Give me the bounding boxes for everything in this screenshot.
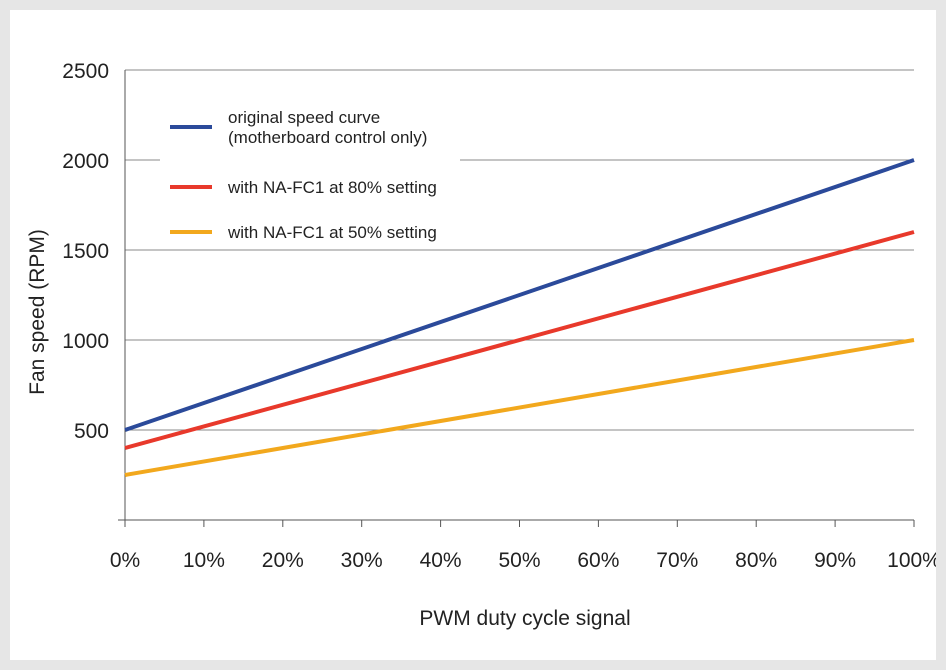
series-line-3 bbox=[124, 338, 915, 477]
x-tick-label: 0% bbox=[110, 549, 140, 572]
legend-label-3: with NA-FC1 at 50% setting bbox=[227, 223, 437, 242]
x-tick-label: 30% bbox=[341, 549, 383, 572]
x-axis-title: PWM duty cycle signal bbox=[419, 607, 630, 630]
axes bbox=[118, 70, 914, 521]
chart-panel: 500 1000 1500 2000 2500 0% 10% 20% 30% 40% 50% 60%… bbox=[10, 10, 936, 660]
y-tick-label: 1500 bbox=[62, 240, 109, 263]
y-tick-label: 2500 bbox=[62, 60, 109, 83]
legend-label-2: with NA-FC1 at 80% setting bbox=[227, 178, 437, 197]
fan-speed-chart: 500 1000 1500 2000 2500 0% 10% 20% 30% 40% 50% 60%… bbox=[26, 60, 936, 630]
x-tick-label: 80% bbox=[735, 549, 777, 572]
legend-background bbox=[160, 110, 460, 246]
y-tick-label: 2000 bbox=[62, 150, 109, 173]
legend: original speed curve (motherboard control… bbox=[170, 108, 437, 242]
x-tick-label: 90% bbox=[814, 549, 856, 572]
y-tick-label: 1000 bbox=[62, 330, 109, 353]
legend-box bbox=[160, 110, 460, 246]
series-line-1 bbox=[124, 158, 915, 432]
series-lines bbox=[124, 158, 915, 477]
x-tick-labels: 0% 10% 20% 30% 40% 50% 60% 70% 80% 90% 100% bbox=[110, 520, 936, 572]
series-line-2 bbox=[124, 230, 915, 450]
x-tick-label: 10% bbox=[183, 549, 225, 572]
x-tick-label: 40% bbox=[420, 549, 462, 572]
legend-label-1: original speed curve (motherboard control… bbox=[228, 108, 427, 147]
x-tick-label: 100% bbox=[887, 549, 936, 572]
y-tick-labels: 500 1000 1500 2000 2500 bbox=[62, 60, 109, 443]
y-axis-title: Fan speed (RPM) bbox=[26, 229, 49, 395]
x-tick-label: 20% bbox=[262, 549, 304, 572]
x-tick-label: 60% bbox=[577, 549, 619, 572]
y-tick-label: 500 bbox=[74, 420, 109, 443]
x-tick-label: 50% bbox=[498, 549, 540, 572]
x-tick-label: 70% bbox=[656, 549, 698, 572]
